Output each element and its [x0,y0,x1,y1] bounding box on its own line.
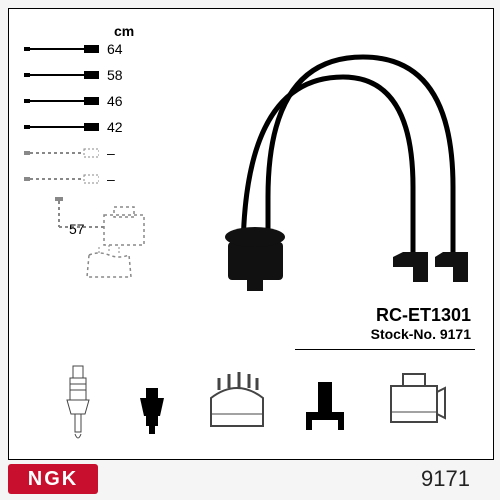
plug-connector-icon [132,364,172,449]
coil-length: 57 [69,221,85,237]
unit-label: cm [114,23,134,39]
wire-icon [24,121,99,133]
distributor-cap-icon [201,364,271,449]
divider [295,349,475,350]
component-icons-row [9,364,493,449]
bracket-icon [300,364,350,449]
spark-plug-icon [53,364,103,449]
wire-row: – [24,169,123,189]
product-model: RC-ET1301 [371,305,471,326]
wire-row: 58 [24,65,123,85]
brand-badge: NGK [8,464,98,494]
wire-list: 64 58 46 42 – [24,39,123,195]
product-info: RC-ET1301 Stock-No. 9171 [371,305,471,342]
wire-length: – [107,171,115,187]
wire-length: 46 [107,93,123,109]
wire-icon-dashed [24,147,99,159]
wire-length: 42 [107,119,123,135]
wire-row: 64 [24,39,123,59]
sku-number: 9171 [421,466,470,492]
wire-row: 42 [24,117,123,137]
wire-icon [24,43,99,55]
product-stock: Stock-No. 9171 [371,326,471,342]
ignition-coil-icon [379,364,449,449]
wire-row: – [24,143,123,163]
wire-row: 46 [24,91,123,111]
wire-icon [24,69,99,81]
wire-length: 64 [107,41,123,57]
product-frame: cm 64 58 46 42 [8,8,494,460]
wire-icon [24,95,99,107]
wire-length: – [107,145,115,161]
wire-length: 58 [107,67,123,83]
wire-icon-dashed [24,173,99,185]
coil-diagram-icon [49,197,159,297]
cable-illustration [213,27,473,297]
coil-block: 57 [49,197,159,302]
